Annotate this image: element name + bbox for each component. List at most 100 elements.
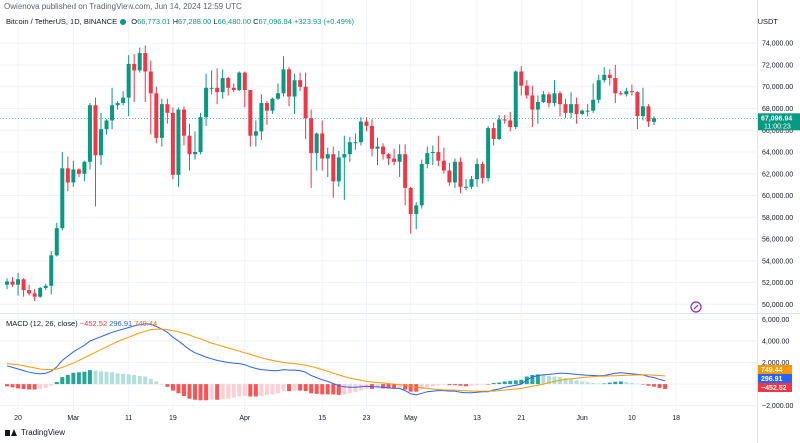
candle-body — [121, 97, 126, 104]
countdown-value: 11:00:23 — [764, 123, 791, 130]
macd-histogram-bar — [32, 384, 37, 390]
macd-histogram-bar — [82, 371, 87, 385]
candle — [148, 60, 153, 135]
macd-line — [6, 323, 666, 396]
macd-histogram-bar — [137, 376, 142, 385]
candle-body — [613, 78, 618, 94]
candle — [436, 135, 441, 167]
candle — [580, 109, 585, 116]
candle-body — [607, 74, 612, 79]
candle-body — [292, 80, 297, 97]
candle — [5, 278, 9, 290]
macd-histogram-bar — [71, 372, 76, 385]
macd-histogram-bar — [652, 384, 657, 387]
candle — [54, 222, 59, 257]
macd-histogram-bar — [624, 382, 629, 385]
candle — [458, 157, 463, 194]
macd-histogram-bar — [49, 384, 54, 386]
low-label: L — [213, 17, 218, 26]
candle-body — [414, 205, 419, 215]
candle-body — [71, 169, 76, 183]
candle — [364, 117, 369, 132]
last-price-value: 67,096.94 — [761, 115, 792, 122]
time-tick-label: 11 — [125, 415, 132, 422]
pane-divider[interactable] — [0, 313, 800, 314]
candle — [358, 117, 363, 146]
candle-body — [159, 104, 164, 138]
candle — [248, 90, 253, 147]
macd-histogram-bar — [585, 382, 590, 385]
candle-body — [469, 179, 474, 187]
candle — [132, 54, 137, 102]
candle-body — [154, 93, 159, 138]
candle-body — [502, 119, 507, 121]
candle-body — [215, 87, 220, 93]
price-tick-label: 52,000.00 — [762, 280, 793, 287]
time-tick-label: 18 — [672, 415, 680, 422]
macd-histogram-bar — [408, 384, 413, 392]
candle-body — [530, 95, 535, 110]
candle — [154, 86, 159, 144]
candle — [602, 67, 607, 83]
macd-histogram-bar — [591, 383, 596, 385]
macd-histogram-bar — [165, 384, 170, 387]
price-tick-label: 72,000.00 — [762, 62, 793, 69]
macd-histogram-bar — [76, 372, 81, 385]
candle — [71, 160, 76, 187]
tradingview-footer[interactable]: TradingView — [5, 428, 65, 437]
symbol-name[interactable]: Bitcoin / TetherUS, 1D, BINANCE — [6, 17, 118, 26]
candle-body — [635, 92, 640, 117]
candle — [231, 83, 236, 93]
candle-body — [237, 72, 242, 91]
candle — [275, 83, 280, 100]
candle-body — [336, 157, 341, 182]
macd-histogram-bar — [475, 384, 480, 386]
high-value: 67,288.00 — [177, 17, 212, 26]
candle — [397, 144, 402, 178]
macd-signal-value: 749.44 — [134, 319, 158, 328]
candle-body — [287, 69, 292, 97]
candle — [314, 132, 319, 171]
macd-histogram-bar — [569, 379, 574, 385]
candle — [541, 91, 546, 104]
time-tick-label: May — [404, 415, 418, 422]
macd-label[interactable]: MACD (12, 26, close) — [6, 319, 78, 328]
time-tick-label: 10 — [628, 415, 636, 422]
macd-histogram-bar — [618, 381, 623, 385]
candle — [452, 158, 457, 188]
candle-body — [187, 135, 192, 155]
candle — [535, 95, 540, 124]
macd-histogram-bar — [320, 384, 325, 395]
macd-histogram-bar — [375, 384, 380, 389]
candle-body — [193, 152, 198, 155]
axis-layer: 74,000.00 72,000.00 70,000.00 68,000.00 66,0… — [14, 41, 800, 422]
candle-body — [65, 168, 70, 183]
candle — [425, 146, 430, 169]
macd-value-tag — [758, 374, 792, 383]
macd-histogram-bar — [480, 384, 485, 385]
time-tick-label: 23 — [363, 415, 371, 422]
macd-histogram-bar — [99, 371, 104, 385]
macd-histogram-bar — [104, 371, 109, 385]
signal-line — [6, 328, 666, 392]
candle — [569, 92, 574, 119]
candle — [143, 45, 148, 102]
currency-label[interactable]: USDT — [757, 17, 778, 26]
candle — [16, 272, 21, 296]
macd-histogram-bar — [209, 384, 214, 400]
candle — [281, 56, 286, 97]
macd-histogram-bar — [126, 374, 131, 385]
macd-histogram-bar — [640, 384, 645, 385]
candle — [292, 73, 297, 114]
candle-body — [347, 142, 352, 155]
candle — [475, 158, 480, 187]
candle-body — [640, 106, 645, 117]
candle-body — [242, 72, 247, 91]
candle — [480, 161, 485, 184]
macd-histogram-bar — [226, 384, 231, 399]
candle — [430, 145, 435, 166]
macd-histogram-bar — [607, 382, 612, 385]
candle-body — [403, 154, 408, 188]
macd-histogram-value: −452.52 — [79, 319, 108, 328]
